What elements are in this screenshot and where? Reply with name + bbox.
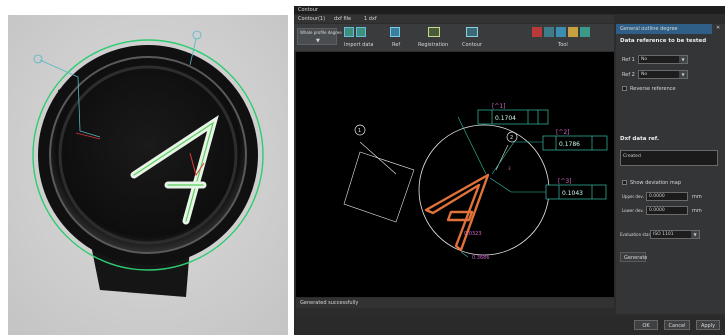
tool-label: Tool bbox=[558, 42, 568, 48]
import-label: Import data bbox=[344, 42, 374, 48]
chevron-down-icon: ▼ bbox=[691, 231, 699, 238]
status-text: Generated successfully bbox=[300, 300, 359, 306]
d2-label: [^2] bbox=[556, 129, 570, 136]
bubble-2: 2 bbox=[510, 135, 513, 141]
data-ref-header: Data reference to be tested bbox=[620, 38, 707, 44]
footer-bar: OK Cancel Apply bbox=[294, 316, 725, 335]
close-icon[interactable]: ✕ bbox=[716, 25, 721, 31]
part-contour bbox=[424, 173, 490, 252]
whole-profile-label: Whole profile degree bbox=[300, 30, 342, 35]
contour-icon[interactable] bbox=[466, 27, 478, 37]
dimension-box-3[interactable]: [^3] 0.1043 bbox=[545, 178, 607, 200]
tab-label: General outline degree bbox=[620, 26, 678, 32]
apply-button[interactable]: Apply bbox=[696, 320, 720, 330]
d2-value: 0.1786 bbox=[559, 141, 580, 148]
ref1-value: No bbox=[641, 57, 648, 62]
lower-unit: mm bbox=[692, 208, 702, 214]
registration-label: Registration bbox=[418, 42, 449, 48]
window-titlebar: Contour bbox=[294, 6, 725, 14]
ref1-label: Ref 1 bbox=[622, 57, 635, 63]
show-deviation-label: Show deviation map bbox=[630, 180, 682, 186]
chevron-down-icon: ▼ bbox=[679, 56, 687, 63]
generate-label: Generate bbox=[624, 255, 648, 261]
d1-value: 0.1704 bbox=[495, 115, 516, 122]
import-alt-icon[interactable] bbox=[356, 27, 366, 37]
status-bar: Generated successfully bbox=[296, 298, 614, 308]
contour-canvas[interactable]: [^1] 0.1704 [^2] 0.1786 [^3] 0.1043 0.03… bbox=[296, 52, 614, 297]
tool-icon-2[interactable] bbox=[544, 27, 554, 37]
contour-window: Contour Contour(1) dxf file 1 dxf Whole … bbox=[294, 6, 725, 335]
d3-value: 0.1043 bbox=[562, 190, 583, 197]
chevron-down-icon: ▼ bbox=[316, 38, 320, 44]
tolerance-circle bbox=[418, 124, 550, 256]
whole-profile-button[interactable]: Whole profile degree ▼ bbox=[297, 28, 342, 45]
tool-icon-5[interactable] bbox=[580, 27, 590, 37]
ref2-select[interactable]: No ▼ bbox=[638, 70, 688, 79]
ref-icon[interactable] bbox=[390, 27, 400, 37]
menu-bar: Contour(1) dxf file 1 dxf bbox=[294, 15, 614, 23]
dxf-status-field: Created bbox=[620, 150, 718, 166]
d1-label: [^1] bbox=[492, 103, 506, 110]
tool-icon-3[interactable] bbox=[556, 27, 566, 37]
import-icon[interactable] bbox=[344, 27, 354, 37]
dxf-status-value: Created bbox=[623, 154, 641, 159]
dimension-box-1[interactable]: [^1] 0.1704 bbox=[477, 103, 549, 125]
contour-label: Contour bbox=[462, 42, 482, 48]
generate-button[interactable]: Generate bbox=[620, 252, 648, 262]
reverse-reference-label: Reverse reference bbox=[630, 86, 676, 92]
ref2-label: Ref 2 bbox=[622, 72, 635, 78]
ref-label: Ref bbox=[392, 42, 401, 48]
window-title: Contour bbox=[298, 7, 318, 13]
ref2-value: No bbox=[641, 72, 648, 77]
bubble-1: 1 bbox=[358, 128, 361, 134]
show-deviation-checkbox[interactable] bbox=[622, 180, 627, 185]
standard-select[interactable]: ISO 1101 ▼ bbox=[650, 230, 700, 239]
delete-icon[interactable] bbox=[532, 27, 542, 37]
ok-button[interactable]: OK bbox=[634, 320, 658, 330]
menu-item-contour[interactable]: Contour(1) bbox=[298, 16, 326, 22]
menu-item-1dxf[interactable]: 1 dxf bbox=[364, 16, 377, 22]
upper-value: 0.0000 bbox=[649, 194, 665, 199]
chevron-down-icon: ▼ bbox=[679, 71, 687, 78]
ref1-select[interactable]: No ▼ bbox=[638, 55, 688, 64]
registration-icon[interactable] bbox=[428, 27, 440, 37]
bubble-3: 3 bbox=[508, 166, 511, 171]
lower-deviation-input[interactable]: 0.0000 bbox=[646, 206, 688, 215]
dimension-box-2[interactable]: [^2] 0.1786 bbox=[542, 129, 608, 151]
lower-label: Lower dev. bbox=[622, 208, 644, 213]
standard-label: Evaluation standard bbox=[620, 232, 661, 237]
camera-image bbox=[8, 15, 288, 335]
upper-unit: mm bbox=[692, 194, 702, 200]
measure-1: 0.0323 bbox=[464, 231, 482, 237]
upper-label: Upper dev. bbox=[622, 194, 644, 199]
settings-panel: General outline degree ✕ Data reference … bbox=[616, 24, 725, 314]
tab-general-outline[interactable]: General outline degree bbox=[616, 24, 712, 34]
cancel-button[interactable]: Cancel bbox=[664, 320, 690, 330]
toolbar: Whole profile degree ▼ Import data Ref R… bbox=[294, 24, 614, 51]
upper-deviation-input[interactable]: 0.0000 bbox=[646, 192, 688, 201]
reverse-reference-checkbox[interactable] bbox=[622, 86, 627, 91]
d3-label: [^3] bbox=[558, 178, 572, 185]
standard-value: ISO 1101 bbox=[653, 232, 674, 237]
tool-icon-4[interactable] bbox=[568, 27, 578, 37]
dxf-header: Dxf data ref. bbox=[620, 136, 659, 142]
lower-value: 0.0000 bbox=[649, 208, 665, 213]
menu-item-dxf-file[interactable]: dxf file bbox=[334, 16, 352, 22]
measure-2: 0.3686 bbox=[472, 255, 490, 261]
